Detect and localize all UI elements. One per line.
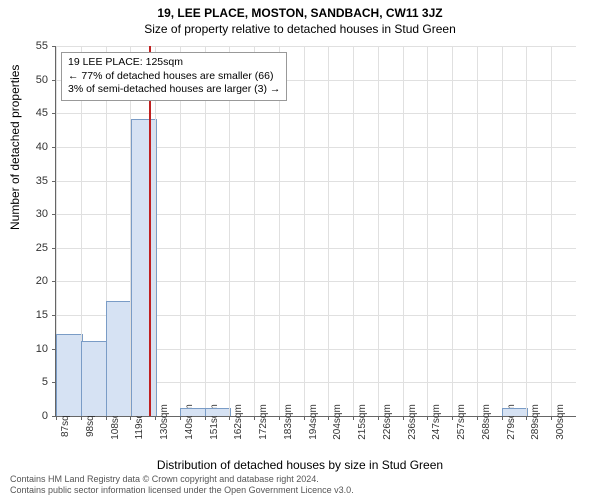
xtick-mark: [130, 416, 131, 420]
xtick-label: 204sqm: [332, 404, 343, 440]
xtick-mark: [279, 416, 280, 420]
xtick-label: 247sqm: [431, 404, 442, 440]
ytick-label: 5: [0, 376, 48, 388]
histogram-bar: [205, 408, 231, 416]
xtick-label: 289sqm: [530, 404, 541, 440]
xtick-mark: [229, 416, 230, 420]
footer-line2: Contains public sector information licen…: [10, 485, 354, 496]
histogram-bar: [56, 334, 82, 416]
xtick-mark: [106, 416, 107, 420]
gridline-v: [279, 46, 280, 416]
xtick-mark: [526, 416, 527, 420]
xtick-mark: [502, 416, 503, 420]
ytick-label: 0: [0, 410, 48, 422]
xtick-label: 257sqm: [456, 404, 467, 440]
xtick-label: 183sqm: [283, 404, 294, 440]
ytick-label: 50: [0, 74, 48, 86]
histogram-bar: [180, 408, 206, 416]
footer-attribution: Contains HM Land Registry data © Crown c…: [10, 474, 354, 496]
gridline-v: [427, 46, 428, 416]
xtick-mark: [56, 416, 57, 420]
histogram-bar: [502, 408, 528, 416]
ytick-label: 25: [0, 242, 48, 254]
annotation-line2: ← 77% of detached houses are smaller (66…: [68, 70, 280, 84]
chart-title-desc: Size of property relative to detached ho…: [0, 20, 600, 36]
histogram-bar: [131, 119, 157, 416]
gridline-v: [526, 46, 527, 416]
property-marker-line: [149, 46, 151, 416]
gridline-v: [551, 46, 552, 416]
ytick-label: 45: [0, 107, 48, 119]
ytick-label: 15: [0, 309, 48, 321]
xtick-mark: [180, 416, 181, 420]
xtick-mark: [477, 416, 478, 420]
gridline-v: [353, 46, 354, 416]
x-axis-label: Distribution of detached houses by size …: [0, 458, 600, 472]
xtick-label: 300sqm: [555, 404, 566, 440]
annotation-box: 19 LEE PLACE: 125sqm ← 77% of detached h…: [61, 52, 287, 101]
chart-plot-area: 87sqm98sqm108sqm119sqm130sqm140sqm151sqm…: [55, 46, 575, 416]
xtick-mark: [81, 416, 82, 420]
xtick-mark: [378, 416, 379, 420]
chart-title-address: 19, LEE PLACE, MOSTON, SANDBACH, CW11 3J…: [0, 0, 600, 20]
annotation-line1: 19 LEE PLACE: 125sqm: [68, 56, 280, 70]
gridline-v: [254, 46, 255, 416]
histogram-bar: [106, 301, 132, 416]
xtick-label: 162sqm: [233, 404, 244, 440]
xtick-mark: [304, 416, 305, 420]
ytick-label: 55: [0, 40, 48, 52]
ytick-label: 20: [0, 275, 48, 287]
footer-line1: Contains HM Land Registry data © Crown c…: [10, 474, 354, 485]
gridline-h: [56, 46, 576, 47]
xtick-mark: [205, 416, 206, 420]
ytick-label: 35: [0, 175, 48, 187]
gridline-v: [452, 46, 453, 416]
xtick-mark: [353, 416, 354, 420]
ytick-label: 30: [0, 208, 48, 220]
xtick-mark: [155, 416, 156, 420]
xtick-mark: [427, 416, 428, 420]
annotation-line3: 3% of semi-detached houses are larger (3…: [68, 83, 280, 97]
xtick-label: 226sqm: [382, 404, 393, 440]
gridline-v: [229, 46, 230, 416]
histogram-bar: [81, 341, 107, 416]
gridline-v: [403, 46, 404, 416]
gridline-h: [56, 113, 576, 114]
gridline-v: [180, 46, 181, 416]
xtick-label: 130sqm: [159, 404, 170, 440]
gridline-v: [205, 46, 206, 416]
xtick-label: 236sqm: [407, 404, 418, 440]
ytick-label: 40: [0, 141, 48, 153]
xtick-label: 268sqm: [481, 404, 492, 440]
xtick-mark: [403, 416, 404, 420]
gridline-v: [328, 46, 329, 416]
xtick-mark: [452, 416, 453, 420]
xtick-label: 194sqm: [308, 404, 319, 440]
ytick-label: 10: [0, 343, 48, 355]
gridline-v: [155, 46, 156, 416]
xtick-label: 215sqm: [357, 404, 368, 440]
gridline-v: [477, 46, 478, 416]
xtick-mark: [328, 416, 329, 420]
xtick-mark: [254, 416, 255, 420]
xtick-label: 172sqm: [258, 404, 269, 440]
gridline-v: [378, 46, 379, 416]
gridline-v: [304, 46, 305, 416]
xtick-mark: [551, 416, 552, 420]
gridline-v: [502, 46, 503, 416]
